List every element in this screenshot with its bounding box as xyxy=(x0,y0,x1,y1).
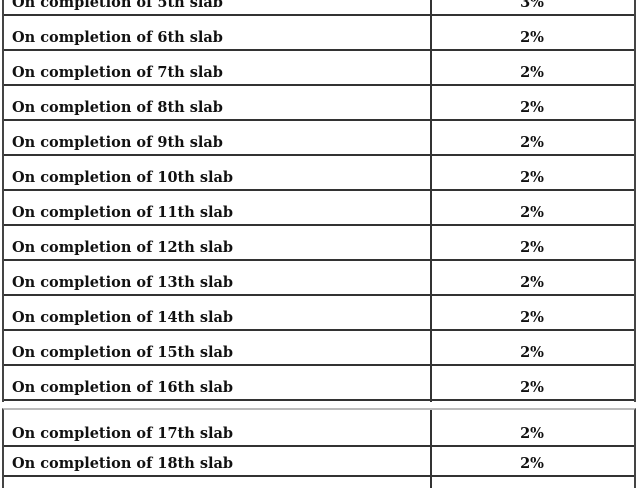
stage-cell: On completion of 15th slab xyxy=(12,344,234,361)
stage-cell: On completion of 7th slab xyxy=(12,64,223,81)
table-row: On completion of 5th slab 3% xyxy=(4,0,634,16)
stage-cell: On completion of 14th slab xyxy=(12,309,234,326)
stage-cell: On completion of 5th slab xyxy=(12,0,223,11)
stage-cell: On completion of 11th slab xyxy=(12,204,234,221)
table-row: On completion of 8th slab 2% xyxy=(4,86,634,121)
column-divider xyxy=(430,410,432,488)
percent-cell: 2% xyxy=(520,239,544,256)
stage-cell: On completion of 8th slab xyxy=(12,99,223,116)
table-row: On completion of 6th slab 2% xyxy=(4,16,634,51)
stage-cell: On completion of 18th slab xyxy=(12,455,234,472)
stage-cell: On completion of 10th slab xyxy=(12,169,234,186)
payment-schedule-table-1: On completion of 5th slab 3% On completion… xyxy=(2,0,636,402)
percent-cell: 2% xyxy=(520,169,544,186)
percent-cell: 2% xyxy=(520,379,544,396)
stage-cell: On completion of 9th slab xyxy=(12,134,223,151)
percent-cell: 2% xyxy=(520,99,544,116)
table-row: On completion of 18th slab 2% xyxy=(4,447,634,477)
percent-cell: 2% xyxy=(520,344,544,361)
table-row: On completion of 9th slab 2% xyxy=(4,121,634,156)
percent-cell: 2% xyxy=(520,29,544,46)
percent-cell: 3% xyxy=(520,0,544,11)
table-row: On completion of 12th slab 2% xyxy=(4,226,634,261)
table-row: On completion of 16th slab 2% xyxy=(4,366,634,401)
percent-cell: 2% xyxy=(520,204,544,221)
percent-cell: 2% xyxy=(520,425,544,442)
table-row: On completion of 11th slab 2% xyxy=(4,191,634,226)
table-row: On completion of 15th slab 2% xyxy=(4,331,634,366)
stage-cell: On completion of 12th slab xyxy=(12,239,234,256)
table-row: On completion of 14th slab 2% xyxy=(4,296,634,331)
stage-cell: On completion of 6th slab xyxy=(12,29,223,46)
table-row: On completion of 17th slab 2% xyxy=(4,410,634,447)
column-divider xyxy=(430,0,432,402)
percent-cell: 2% xyxy=(520,64,544,81)
stage-cell: On completion of 13th slab xyxy=(12,274,234,291)
percent-cell: 2% xyxy=(520,134,544,151)
percent-cell: 2% xyxy=(520,274,544,291)
table-row: On completion of 10th slab 2% xyxy=(4,156,634,191)
percent-cell: 2% xyxy=(520,309,544,326)
table-row: On completion of 13th slab 2% xyxy=(4,261,634,296)
table-row: On completion of 7th slab 2% xyxy=(4,51,634,86)
percent-cell: 2% xyxy=(520,455,544,472)
payment-schedule-table-2: On completion of 17th slab 2% On completio… xyxy=(2,408,636,488)
stage-cell: On completion of 16th slab xyxy=(12,379,234,396)
stage-cell: On completion of 17th slab xyxy=(12,425,234,442)
